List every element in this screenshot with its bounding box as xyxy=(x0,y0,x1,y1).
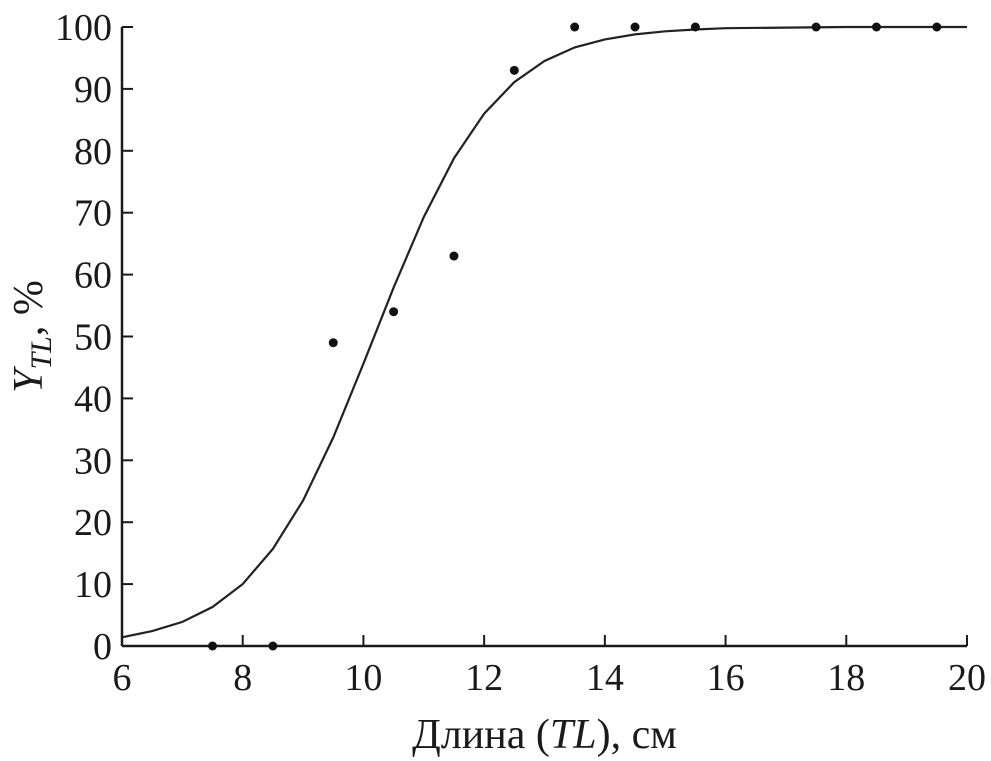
x-axis-title-prefix: Длина ( xyxy=(412,712,550,758)
y-tick-label: 50 xyxy=(74,317,112,359)
fit-curve xyxy=(121,25,967,639)
data-point xyxy=(811,22,821,32)
x-axis: 6 8 10 12 14 16 18 20 xyxy=(113,635,986,699)
data-point xyxy=(630,22,640,32)
x-axis-title-italic: TL xyxy=(550,712,597,758)
y-axis: 0 10 20 30 40 50 60 70 80 90 100 xyxy=(55,7,133,668)
x-tick-label: 10 xyxy=(344,657,382,699)
data-points-layer xyxy=(208,22,942,651)
x-tick-label: 6 xyxy=(113,657,132,699)
y-tick-label: 40 xyxy=(74,378,112,420)
data-point xyxy=(509,65,519,75)
y-tick-label: 30 xyxy=(74,440,112,482)
y-tick-label: 70 xyxy=(74,193,112,235)
x-tick-label: 8 xyxy=(233,657,252,699)
y-tick-label: 100 xyxy=(55,7,112,49)
y-axis-title: YTL, % xyxy=(6,280,58,393)
y-tick-label: 20 xyxy=(74,502,112,544)
y-tick-label: 80 xyxy=(74,131,112,173)
y-tick-label: 0 xyxy=(93,626,112,668)
x-tick-label: 14 xyxy=(586,657,624,699)
data-point xyxy=(208,641,218,651)
y-tick-label: 90 xyxy=(74,69,112,111)
data-point xyxy=(268,641,278,651)
y-tick-label: 10 xyxy=(74,564,112,606)
x-tick-label: 12 xyxy=(465,657,503,699)
data-point xyxy=(389,307,399,317)
data-point xyxy=(690,22,700,32)
data-point xyxy=(570,22,580,32)
x-tick-label: 16 xyxy=(707,657,745,699)
fit-curve-layer xyxy=(121,25,967,639)
x-tick-label: 18 xyxy=(827,657,865,699)
y-axis-title-subscript: TL xyxy=(25,336,58,369)
data-point xyxy=(932,22,942,32)
data-point xyxy=(871,22,881,32)
data-point xyxy=(328,338,338,348)
y-axis-title-suffix: , % xyxy=(6,280,52,336)
y-axis-title-main: Y xyxy=(6,365,52,393)
x-axis-title-suffix: ), см xyxy=(597,712,677,758)
data-point xyxy=(449,251,459,261)
x-axis-title: Длина (TL), см xyxy=(412,712,677,758)
x-tick-label: 20 xyxy=(948,657,986,699)
y-tick-label: 60 xyxy=(74,255,112,297)
